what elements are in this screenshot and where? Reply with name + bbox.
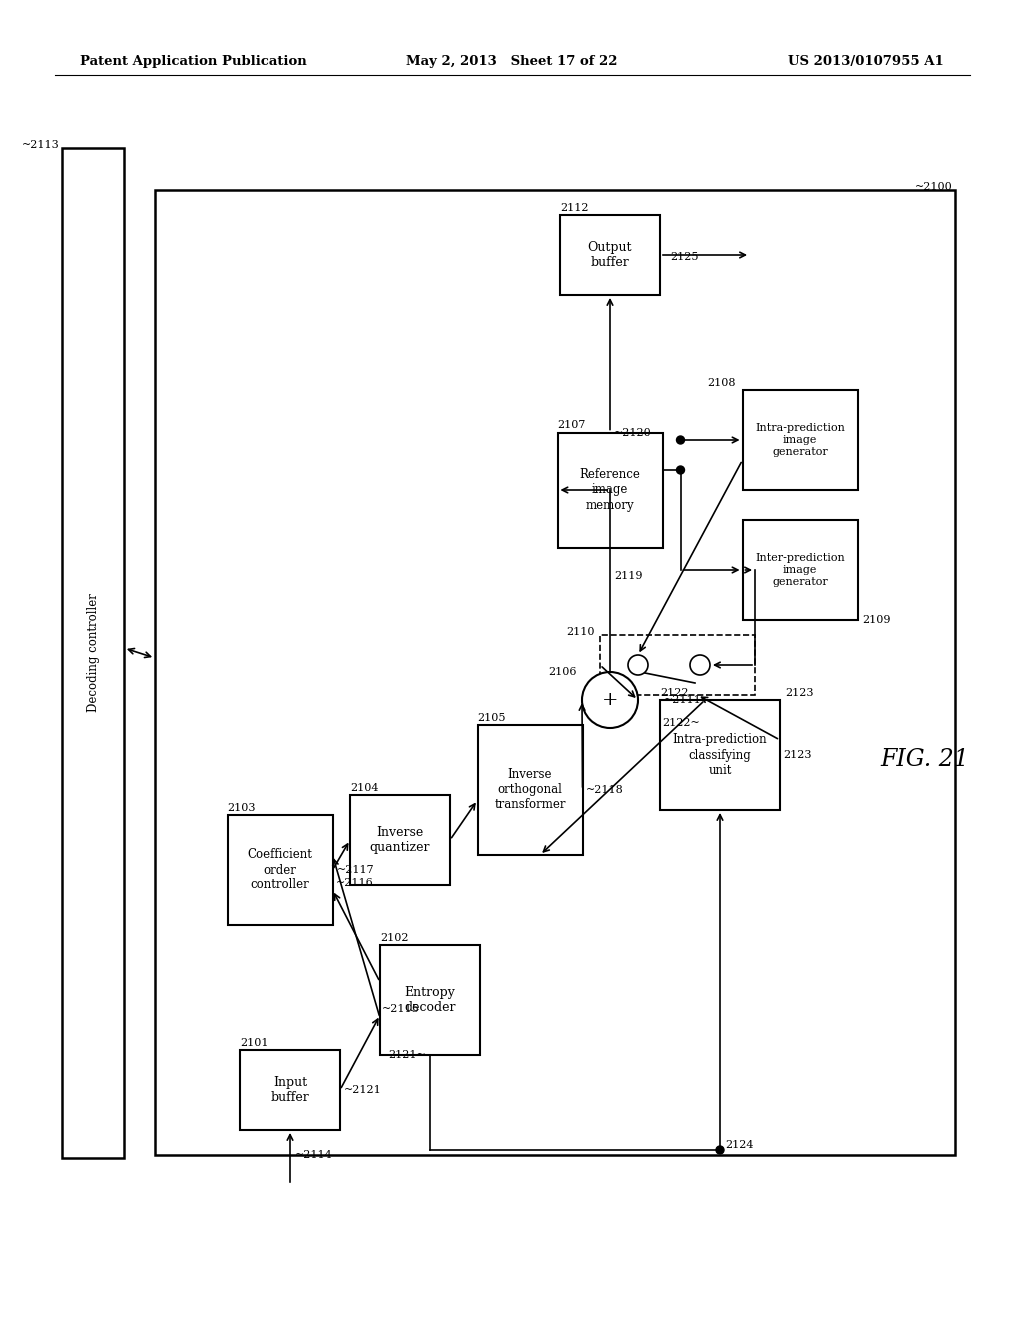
Circle shape	[716, 1146, 724, 1154]
Text: ~2121: ~2121	[344, 1085, 382, 1096]
Bar	[560, 215, 660, 294]
Text: 2123: 2123	[785, 688, 813, 698]
Text: 2112: 2112	[560, 203, 589, 213]
Text: Intra-prediction
classifying
unit: Intra-prediction classifying unit	[673, 734, 767, 776]
Text: ~2120: ~2120	[614, 428, 651, 437]
Text: 2119: 2119	[614, 572, 642, 581]
Bar	[227, 814, 333, 925]
Circle shape	[677, 436, 684, 444]
Text: 2107: 2107	[557, 421, 586, 430]
Text: Intra-prediction
image
generator: Intra-prediction image generator	[755, 424, 845, 457]
Text: ~2116: ~2116	[336, 878, 374, 888]
Text: 2125: 2125	[670, 252, 698, 261]
Text: Input
buffer: Input buffer	[270, 1076, 309, 1104]
Text: ~2100: ~2100	[915, 182, 953, 191]
Circle shape	[582, 672, 638, 729]
Text: 2121~: 2121~	[388, 1049, 426, 1060]
Text: 2108: 2108	[708, 378, 736, 388]
Bar	[380, 945, 480, 1055]
Text: Inverse
quantizer: Inverse quantizer	[370, 826, 430, 854]
Text: 2110: 2110	[566, 627, 595, 638]
Text: Inter-prediction
image
generator: Inter-prediction image generator	[755, 553, 845, 586]
Text: May 2, 2013   Sheet 17 of 22: May 2, 2013 Sheet 17 of 22	[407, 55, 617, 69]
Circle shape	[690, 655, 710, 675]
Bar	[660, 700, 780, 810]
Text: 2123: 2123	[783, 750, 811, 760]
Bar	[742, 520, 857, 620]
Text: Reference
image
memory: Reference image memory	[580, 469, 640, 511]
Text: Coefficient
order
controller: Coefficient order controller	[248, 849, 312, 891]
Text: ~2118: ~2118	[586, 785, 624, 795]
Text: ~2117: ~2117	[337, 865, 374, 875]
Bar	[742, 389, 857, 490]
Text: 2102: 2102	[380, 933, 409, 942]
Text: Entropy
decoder: Entropy decoder	[404, 986, 456, 1014]
Text: ~2113: ~2113	[23, 140, 60, 150]
Text: Decoding controller: Decoding controller	[86, 594, 99, 713]
Text: Inverse
orthogonal
transformer: Inverse orthogonal transformer	[495, 768, 565, 812]
Text: Output
buffer: Output buffer	[588, 242, 632, 269]
Bar	[477, 725, 583, 855]
Text: 2122: 2122	[660, 688, 688, 698]
Text: 2122~: 2122~	[663, 718, 700, 729]
Text: 2101: 2101	[240, 1038, 268, 1048]
Circle shape	[677, 466, 684, 474]
Text: 2104: 2104	[350, 783, 379, 793]
Text: 2124: 2124	[725, 1140, 754, 1150]
Text: ~2115: ~2115	[382, 1005, 420, 1014]
Bar	[600, 635, 755, 696]
Text: Patent Application Publication: Patent Application Publication	[80, 55, 307, 69]
Circle shape	[628, 655, 648, 675]
Text: +: +	[602, 690, 618, 709]
Text: 2106: 2106	[549, 667, 577, 677]
Bar	[62, 148, 124, 1158]
Text: FIG. 21: FIG. 21	[880, 748, 969, 771]
Text: ~2114: ~2114	[295, 1150, 333, 1160]
Bar	[155, 190, 955, 1155]
Text: ~2111: ~2111	[665, 696, 702, 705]
Text: US 2013/0107955 A1: US 2013/0107955 A1	[788, 55, 944, 69]
Text: 2109: 2109	[862, 615, 891, 624]
Bar	[557, 433, 663, 548]
Text: 2103: 2103	[227, 803, 256, 813]
Text: 2105: 2105	[477, 713, 506, 723]
Bar	[240, 1049, 340, 1130]
Bar	[350, 795, 450, 884]
